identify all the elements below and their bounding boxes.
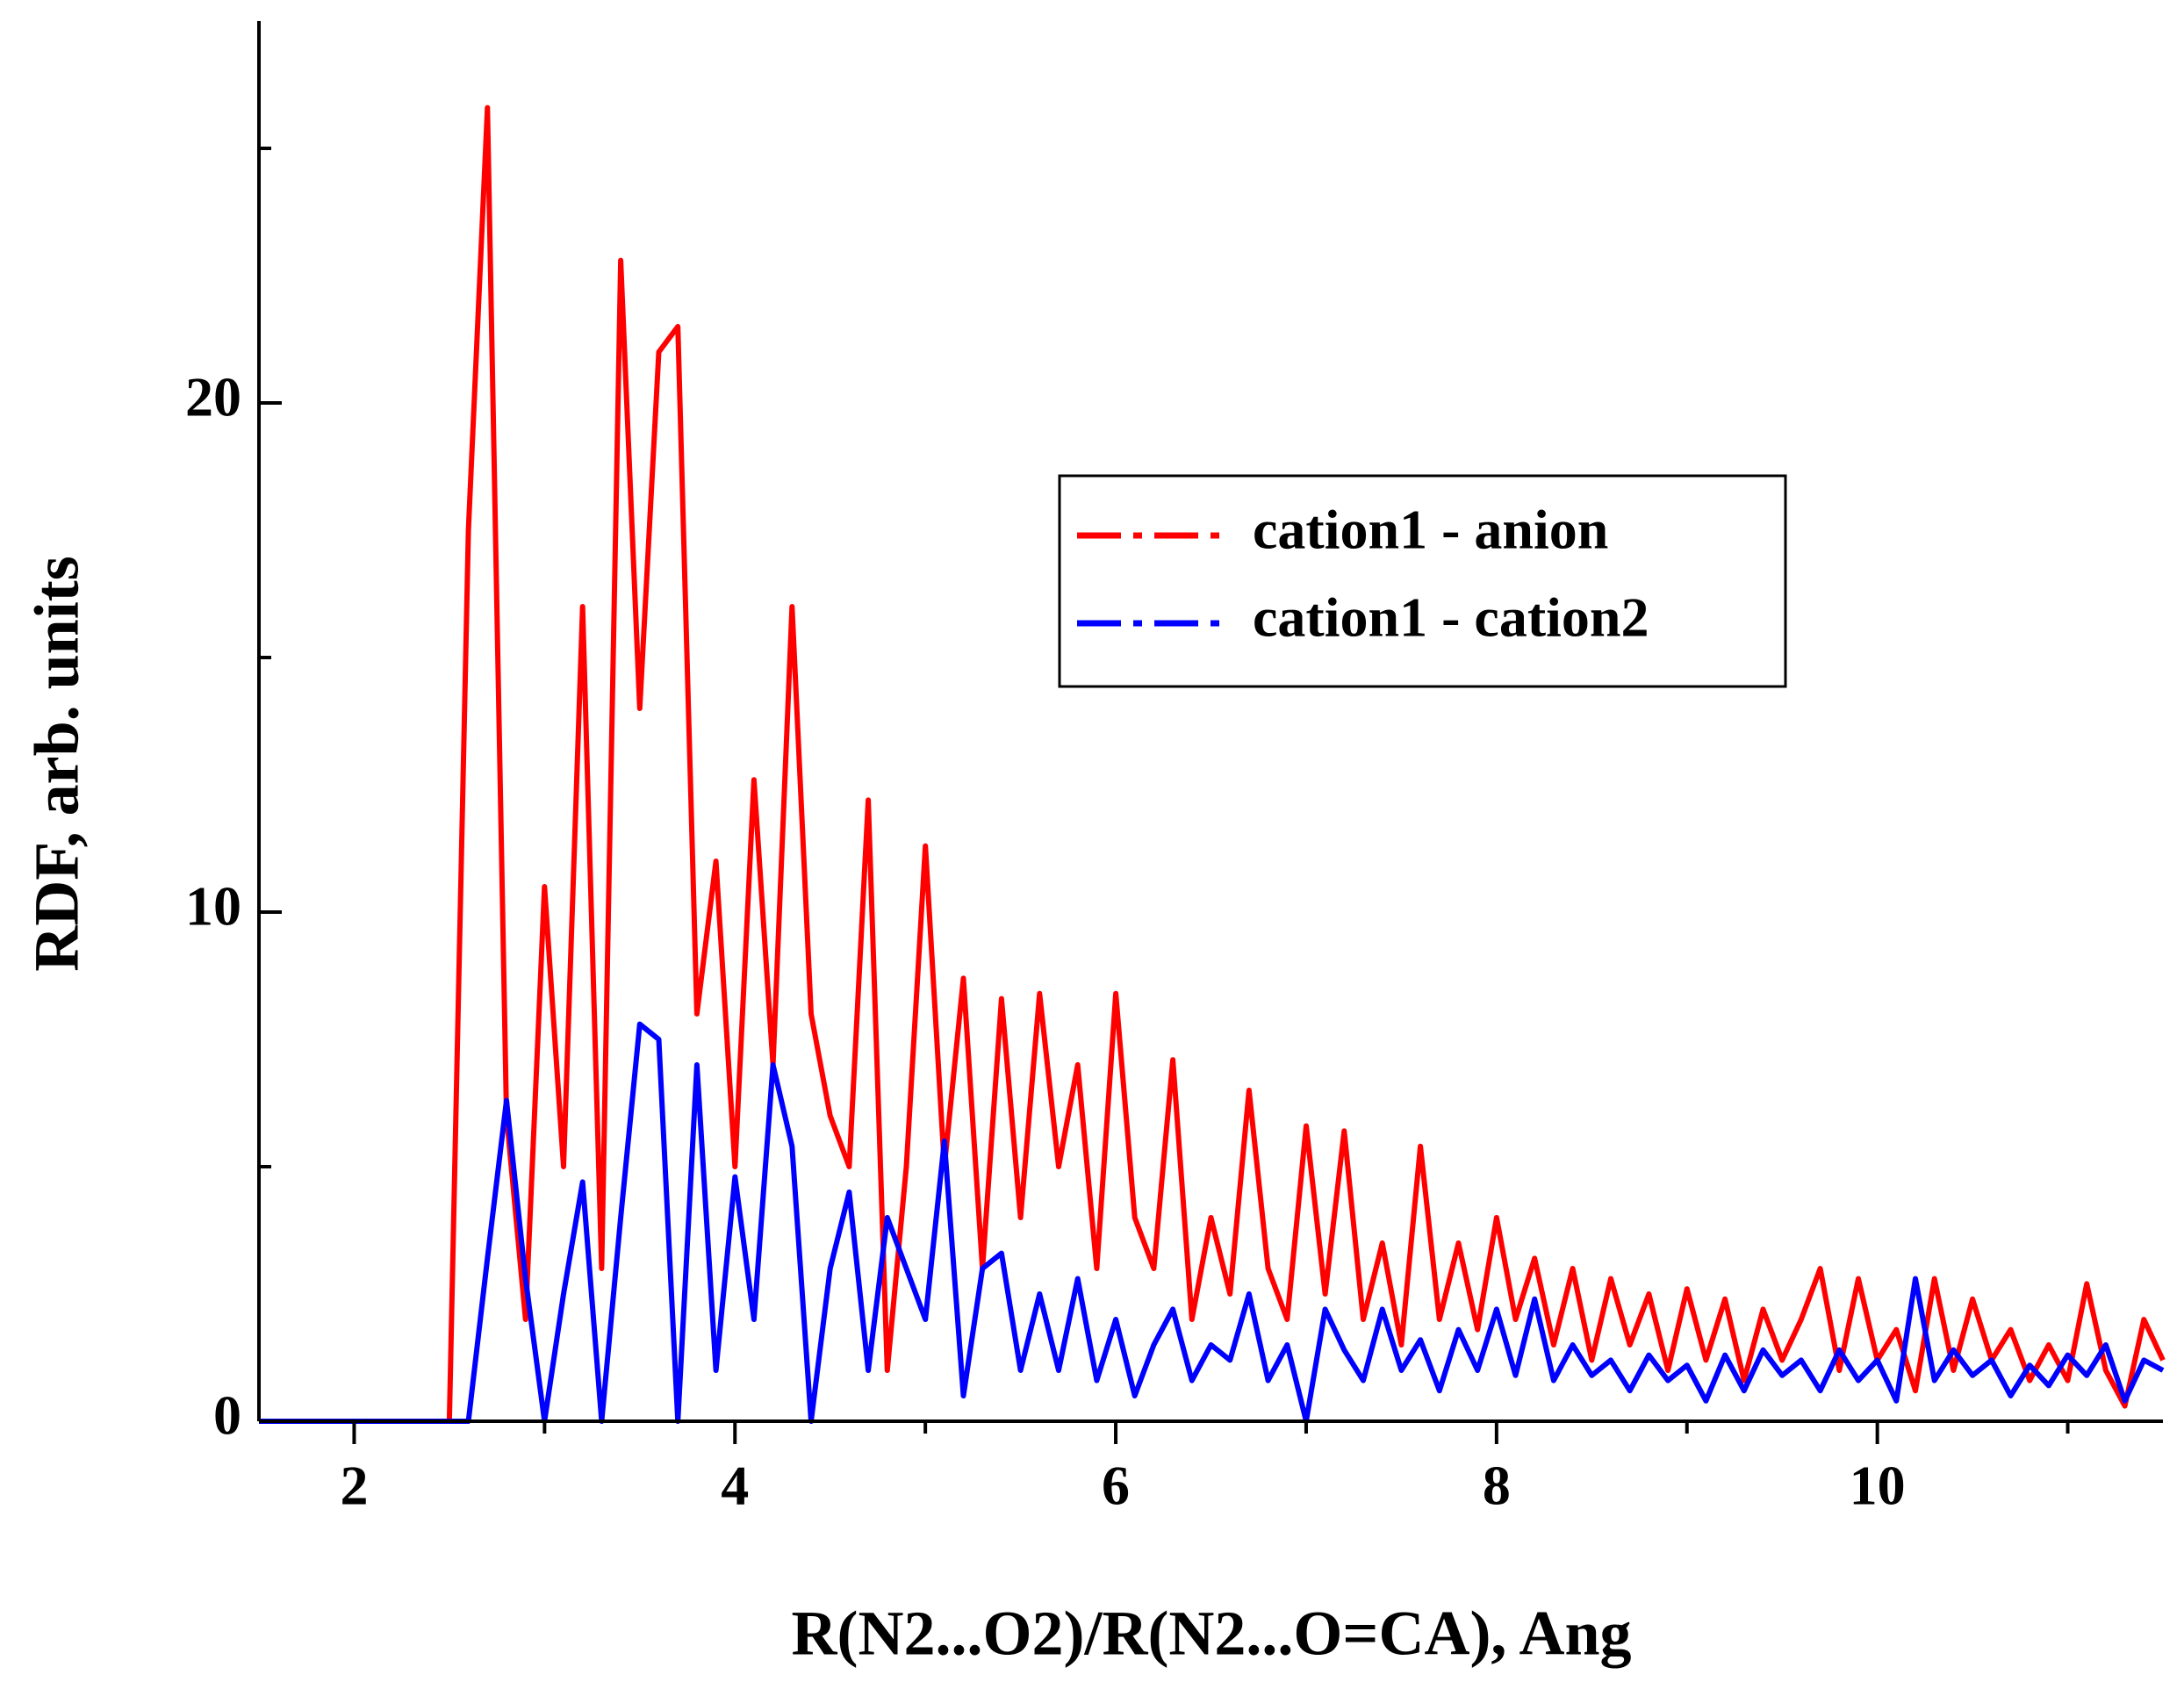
x-tick-label: 10 — [1850, 1455, 1906, 1517]
x-tick-label: 2 — [340, 1455, 368, 1517]
legend-label: cation1 - cation2 — [1253, 586, 1649, 649]
x-tick-label: 6 — [1102, 1455, 1130, 1517]
x-axis-label: R(N2...O2)/R(N2...O=CA), Ang — [792, 1599, 1632, 1669]
y-tick-label: 20 — [185, 366, 241, 428]
x-tick-label: 8 — [1483, 1455, 1511, 1517]
legend-label: cation1 - anion — [1253, 499, 1608, 561]
y-axis-label: RDF, arb. units — [22, 556, 92, 971]
x-tick-label: 4 — [721, 1455, 749, 1517]
y-tick-label: 10 — [185, 875, 241, 938]
legend-box — [1058, 474, 1787, 688]
y-tick-label: 0 — [213, 1384, 241, 1447]
series-line — [259, 104, 2166, 1424]
series-line — [259, 1021, 2165, 1424]
